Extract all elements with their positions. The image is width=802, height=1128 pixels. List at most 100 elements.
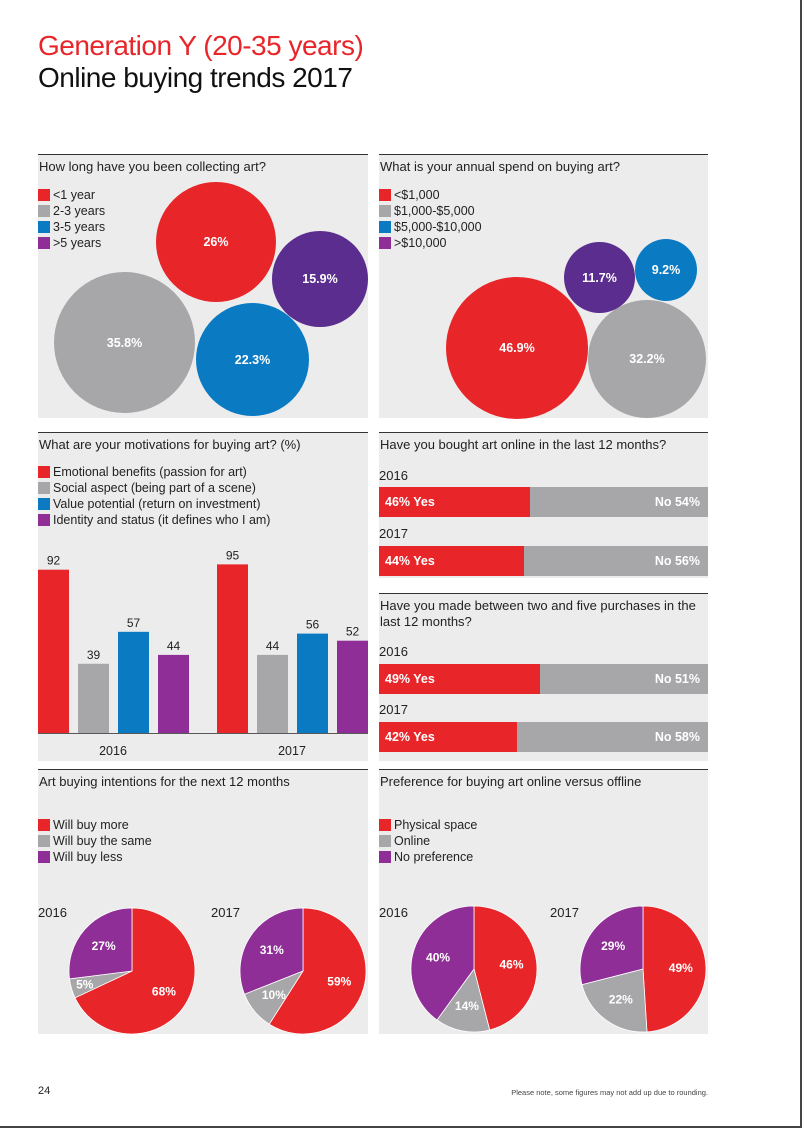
intentions-panel: Art buying intentions for the next 12 mo…: [38, 769, 368, 1035]
collecting-title: How long have you been collecting art?: [39, 159, 266, 174]
year-label: 2017: [379, 526, 408, 541]
stacked-bar-2017: 44% Yes No 56%: [379, 546, 708, 576]
legend-label: Physical space: [394, 818, 478, 832]
pie-slice-label: 40%: [426, 950, 450, 964]
legend-label: Online: [394, 834, 431, 848]
year-label: 2017: [379, 702, 408, 717]
legend-item: Online: [379, 833, 477, 849]
swatch-grey: [38, 482, 50, 494]
legend-item: Will buy the same: [38, 833, 152, 849]
swatch-grey: [379, 205, 391, 217]
legend-label: Identity and status (it defines who I am…: [53, 513, 271, 527]
swatch-grey: [38, 205, 50, 217]
bar-yes: [379, 487, 531, 517]
legend-label: <$1,000: [394, 188, 440, 202]
pie-year-label: 2017: [550, 905, 579, 920]
pie-slice-label: 68%: [152, 984, 176, 998]
pie-slice: [581, 968, 648, 1033]
bubble-gt5years: 15.9%: [272, 231, 368, 327]
bubble-gt10000: 11.7%: [564, 242, 635, 313]
bubble-lt1000: 46.9%: [446, 277, 588, 419]
bar-value-label: 39: [87, 648, 101, 662]
pie-slice-label: 29%: [601, 939, 625, 953]
swatch-grey: [379, 835, 391, 847]
bar: [337, 640, 368, 733]
no-label: No 51%: [654, 672, 700, 686]
swatch-blue: [379, 221, 391, 233]
spend-title: What is your annual spend on buying art?: [380, 159, 620, 174]
legend-item: Emotional benefits (passion for art): [38, 464, 270, 480]
legend-item: >$10,000: [379, 235, 482, 251]
yes-label: 44% Yes: [385, 554, 435, 568]
preference-legend: Physical space Online No preference: [379, 817, 477, 865]
pie-slice: [642, 905, 707, 1033]
bar-value-label: 95: [226, 548, 240, 562]
page-number: 24: [38, 1085, 51, 1097]
pie-slice-label: 46%: [499, 957, 523, 971]
legend-item: $5,000-$10,000: [379, 219, 482, 235]
year-label: 2016: [379, 468, 408, 483]
bar: [78, 663, 109, 733]
bar: [158, 654, 189, 733]
swatch-purple: [379, 237, 391, 249]
swatch-purple: [38, 237, 50, 249]
bubble-label: 35.8%: [106, 335, 143, 350]
bar: [257, 654, 288, 733]
bubble-label: 11.7%: [582, 270, 617, 285]
intentions-title: Art buying intentions for the next 12 mo…: [39, 774, 290, 789]
bar-value-label: 44: [167, 639, 181, 653]
swatch-red: [38, 819, 50, 831]
purchases-title-line1: Have you made between two and five purch…: [380, 598, 696, 613]
pie-slice: [436, 968, 491, 1033]
bar-yes: [379, 722, 518, 752]
legend-item: $1,000-$5,000: [379, 203, 482, 219]
pie-slice: [239, 907, 304, 995]
pie-slice: [74, 907, 196, 1035]
swatch-red: [38, 466, 50, 478]
legend-label: $1,000-$5,000: [394, 204, 475, 218]
legend-item: 2-3 years: [38, 203, 105, 219]
motivations-title: What are your motivations for buying art…: [39, 437, 301, 452]
pie-year-label: 2017: [211, 905, 240, 920]
pie-slice: [579, 905, 644, 986]
pie-slice-label: 31%: [260, 943, 284, 957]
purchases-panel: Have you made between two and five purch…: [379, 593, 708, 761]
bubble-2-3years: 35.8%: [54, 272, 195, 413]
x-tick-label: 2016: [99, 744, 127, 758]
pie-slice-label: 59%: [327, 975, 351, 989]
bought-online-title: Have you bought art online in the last 1…: [380, 437, 667, 452]
preference-title: Preference for buying art online versus …: [380, 774, 642, 789]
swatch-purple: [379, 851, 391, 863]
legend-item: Social aspect (being part of a scene): [38, 480, 270, 496]
legend-item: <1 year: [38, 187, 105, 203]
legend-item: Identity and status (it defines who I am…: [38, 512, 270, 528]
legend-label: 3-5 years: [53, 220, 106, 234]
pie-slice: [268, 907, 367, 1035]
swatch-grey: [38, 835, 50, 847]
pie-slice-label: 10%: [262, 988, 286, 1002]
bubble-label: 15.9%: [302, 272, 338, 286]
bar-value-label: 57: [127, 616, 141, 630]
bar-yes: [379, 664, 541, 694]
motivations-panel: What are your motivations for buying art…: [38, 432, 368, 761]
pie-slice: [68, 907, 133, 980]
bubble-5000-10000: 9.2%: [635, 239, 697, 301]
no-label: No 54%: [654, 495, 700, 509]
pie-year-label: 2016: [38, 905, 67, 920]
legend-label: $5,000-$10,000: [394, 220, 482, 234]
legend-item: Will buy less: [38, 849, 152, 865]
x-axis-line: [38, 733, 368, 734]
legend-item: No preference: [379, 849, 477, 865]
bar-value-label: 56: [306, 618, 320, 632]
bar-value-label: 92: [47, 554, 61, 568]
legend-item: >5 years: [38, 235, 105, 251]
motivations-legend: Emotional benefits (passion for art) Soc…: [38, 464, 270, 528]
pie-year-label: 2016: [379, 905, 408, 920]
motivations-bar-chart: 92 39 57 44 2016 95 44 56 52 2017: [38, 548, 368, 758]
swatch-purple: [38, 851, 50, 863]
legend-item: Value potential (return on investment): [38, 496, 270, 512]
bubble-1000-5000: 32.2%: [588, 300, 706, 418]
collecting-legend: <1 year 2-3 years 3-5 years >5 years: [38, 187, 105, 251]
legend-label: >5 years: [53, 236, 102, 250]
yes-label: 42% Yes: [385, 730, 435, 744]
